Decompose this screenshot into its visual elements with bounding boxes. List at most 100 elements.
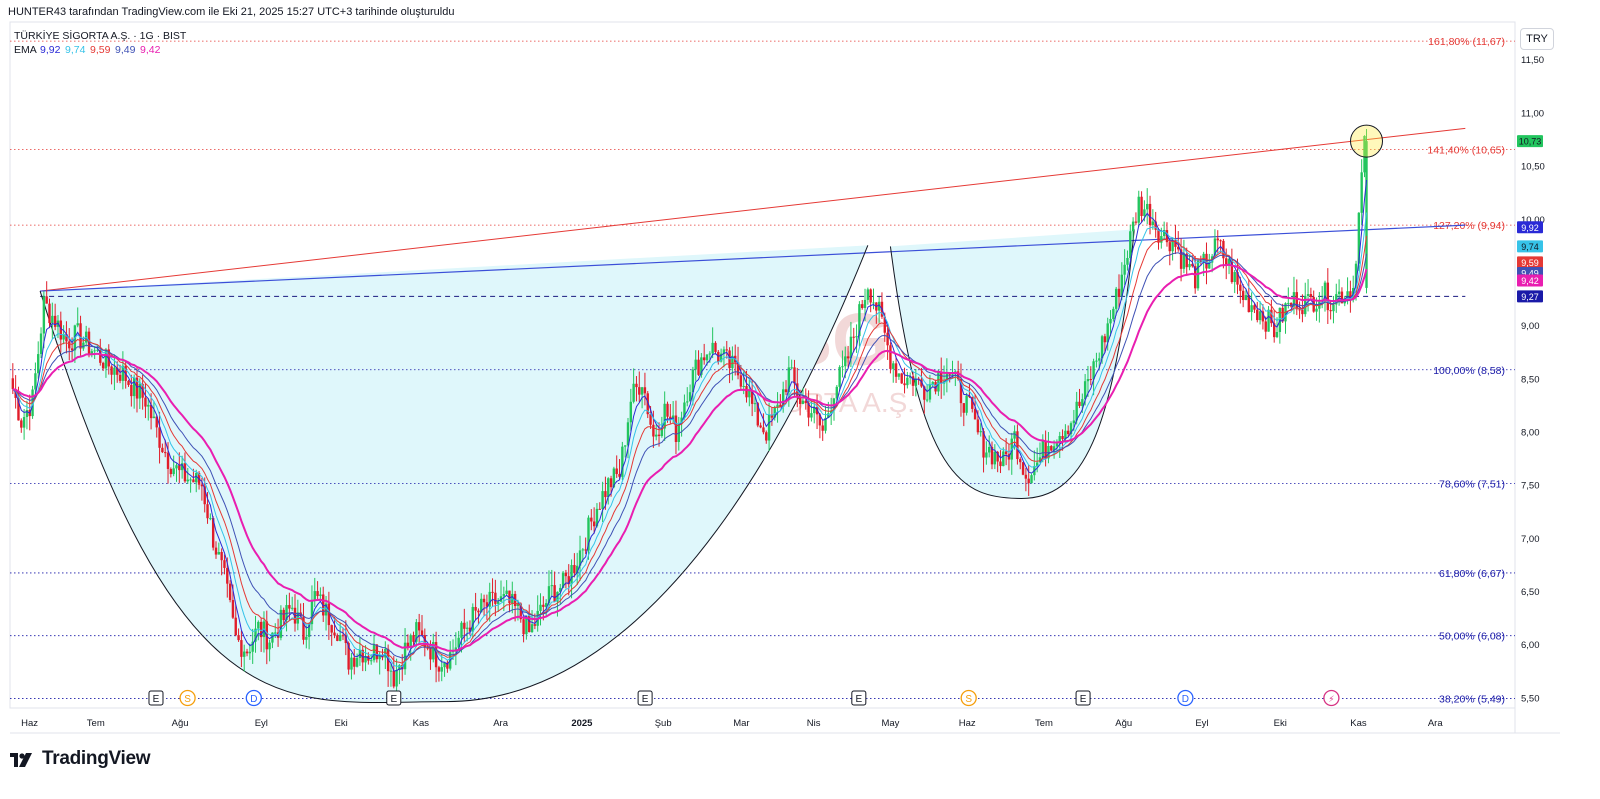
candle-body — [1120, 274, 1124, 298]
candle-body — [220, 552, 223, 561]
y-tick-label: 7,50 — [1521, 481, 1540, 492]
candle-body — [773, 407, 776, 418]
candle-body — [1171, 240, 1174, 252]
candle-body — [147, 404, 150, 407]
candle-body — [34, 373, 37, 390]
candle-body — [149, 404, 153, 419]
x-tick-label: Eki — [1274, 718, 1287, 729]
candle-body — [1002, 451, 1005, 467]
chart-attribution: HUNTER43 tarafından TradingView.com ile … — [8, 6, 455, 18]
candle-body — [1092, 361, 1095, 380]
candle-body — [694, 359, 697, 370]
candle-body — [632, 383, 635, 402]
candle-body — [333, 632, 336, 636]
candle-body — [564, 572, 568, 577]
candle-body — [691, 369, 695, 393]
candle-body — [855, 336, 858, 338]
candle-body — [1287, 302, 1290, 304]
candle-body — [756, 403, 759, 426]
candle-body — [415, 622, 418, 642]
candle-body — [1306, 294, 1310, 296]
candle-body — [1137, 196, 1140, 223]
candle-body — [392, 670, 395, 687]
candle-body — [350, 657, 353, 670]
candle-body — [779, 404, 782, 407]
candle-body — [607, 478, 610, 498]
x-tick-label: Ara — [1428, 718, 1444, 729]
candle-body — [1035, 462, 1039, 467]
candle-body — [1004, 451, 1008, 455]
candle-body — [226, 567, 229, 584]
candle-body — [319, 594, 322, 597]
candle-body — [1112, 308, 1115, 319]
dividend-marker-icon — [245, 689, 262, 707]
candle-body — [570, 565, 573, 585]
x-tick-label: Ağu — [172, 718, 189, 729]
candle-body — [643, 387, 647, 394]
candle-body — [104, 349, 108, 369]
candle-body — [1202, 253, 1205, 262]
candle-body — [299, 612, 302, 617]
y-tick-label: 8,50 — [1521, 374, 1540, 385]
candle-body — [776, 404, 779, 408]
candle-body — [1019, 459, 1022, 463]
candle-body — [420, 630, 424, 636]
candle-body — [1179, 249, 1183, 269]
ema-value-4: 9,49 — [115, 44, 136, 56]
x-tick-label: Tem — [87, 718, 105, 729]
candle-body — [25, 410, 29, 418]
candle-body — [750, 390, 754, 404]
candle-body — [158, 427, 161, 448]
candle-body — [192, 479, 195, 483]
candle-body — [465, 627, 469, 629]
x-tick-label: Şub — [655, 718, 672, 729]
candle-body — [135, 377, 139, 399]
candle-body — [166, 452, 170, 469]
candle-body — [186, 479, 189, 482]
split-marker-icon — [960, 689, 977, 707]
candle-body — [1360, 172, 1363, 213]
candle-body — [245, 651, 249, 654]
candle-body — [530, 624, 534, 633]
candle-body — [257, 621, 260, 629]
candle-body — [395, 670, 398, 687]
y-tick-label: 9,00 — [1521, 321, 1540, 332]
candle-body — [844, 356, 847, 367]
candle-body — [745, 385, 748, 398]
candle-body — [1363, 135, 1366, 173]
x-tick-label: Eki — [334, 718, 347, 729]
candle-body — [432, 642, 435, 660]
candle-body — [1349, 291, 1352, 301]
candle-body — [996, 451, 999, 462]
candle-body — [370, 660, 373, 662]
y-tick-label: 10,00 — [1521, 215, 1545, 226]
candle-body — [1154, 221, 1157, 230]
candle-body — [759, 425, 762, 428]
currency-selector[interactable]: TRY — [1520, 28, 1554, 50]
candle-body — [155, 416, 158, 428]
fib-level-label-4: 78,60% (7,51) — [1439, 479, 1505, 491]
candle-body — [663, 403, 666, 429]
candle-body — [1182, 253, 1186, 269]
fib-level-label-2: 127,20% (9,94) — [1433, 220, 1505, 232]
candle-body — [553, 585, 556, 602]
candle-body — [48, 303, 51, 324]
candle-body — [1329, 310, 1332, 312]
candle-body — [711, 342, 714, 354]
candle-body — [183, 463, 187, 482]
candle-body — [1041, 440, 1045, 458]
candle-body — [364, 656, 367, 663]
candle-body — [1095, 360, 1098, 362]
candle-body — [338, 635, 342, 641]
candle-body — [547, 586, 551, 604]
dividend-marker-icon — [1177, 689, 1194, 707]
candle-body — [889, 345, 892, 369]
candle-body — [584, 549, 587, 551]
candle-body — [1225, 258, 1228, 265]
price-badge-label: 9,49 — [1521, 269, 1539, 279]
candle-body — [736, 362, 740, 376]
tradingview-logo[interactable]: TradingView — [10, 748, 151, 770]
candle-body — [623, 445, 627, 447]
candle-body — [700, 357, 703, 375]
